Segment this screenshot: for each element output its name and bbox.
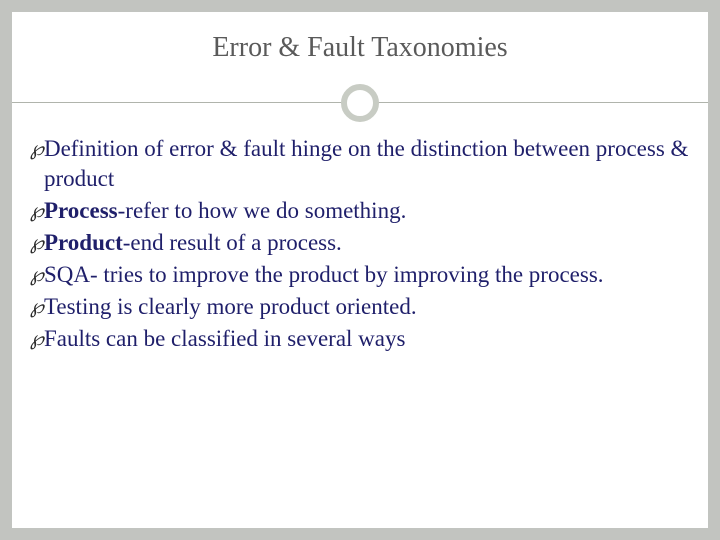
bullet-icon: ℘ (30, 292, 40, 322)
slide-title: Error & Fault Taxonomies (12, 12, 708, 82)
bullet-text: Testing is clearly more product oriented… (44, 292, 690, 322)
bullet-icon: ℘ (30, 324, 40, 354)
divider-circle-icon (341, 84, 379, 122)
bullet-item: ℘Product-end result of a process. (30, 228, 690, 258)
divider (12, 82, 708, 124)
bullet-item: ℘Definition of error & fault hinge on th… (30, 134, 690, 194)
slide: Error & Fault Taxonomies ℘Definition of … (12, 12, 708, 528)
bullet-icon: ℘ (30, 196, 40, 226)
bullet-text: Product-end result of a process. (44, 228, 690, 258)
content-area: ℘Definition of error & fault hinge on th… (12, 124, 708, 354)
bullet-text: Faults can be classified in several ways (44, 324, 690, 354)
bullet-icon: ℘ (30, 228, 40, 258)
bullet-icon: ℘ (30, 134, 40, 164)
bullet-icon: ℘ (30, 260, 40, 290)
bullet-text: Definition of error & fault hinge on the… (44, 134, 690, 194)
bullet-item: ℘Process-refer to how we do something. (30, 196, 690, 226)
bullet-item: ℘Testing is clearly more product oriente… (30, 292, 690, 322)
bullet-text: SQA- tries to improve the product by imp… (44, 260, 690, 290)
bullet-item: ℘Faults can be classified in several way… (30, 324, 690, 354)
bullet-text: Process-refer to how we do something. (44, 196, 690, 226)
bullet-item: ℘SQA- tries to improve the product by im… (30, 260, 690, 290)
